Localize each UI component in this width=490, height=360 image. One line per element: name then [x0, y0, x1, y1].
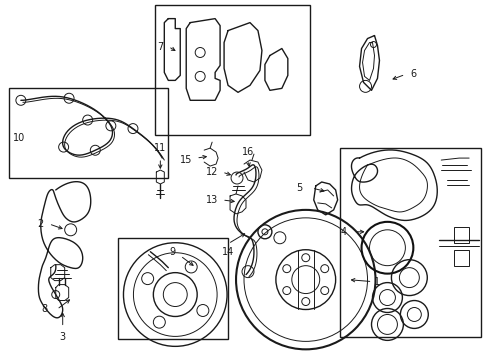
Text: 9: 9 — [169, 247, 175, 257]
Text: 8: 8 — [42, 305, 48, 315]
Text: 12: 12 — [206, 167, 219, 177]
Text: 1: 1 — [374, 276, 381, 287]
Text: 10: 10 — [13, 133, 25, 143]
Text: 7: 7 — [157, 41, 164, 51]
Text: 6: 6 — [410, 69, 416, 80]
Text: 11: 11 — [154, 143, 167, 153]
Text: 15: 15 — [180, 155, 193, 165]
Text: 3: 3 — [60, 332, 66, 342]
Text: 5: 5 — [296, 183, 303, 193]
Text: 4: 4 — [341, 227, 347, 237]
Text: 13: 13 — [206, 195, 218, 205]
Text: 2: 2 — [38, 219, 44, 229]
Text: 16: 16 — [242, 147, 254, 157]
Text: 14: 14 — [222, 247, 234, 257]
